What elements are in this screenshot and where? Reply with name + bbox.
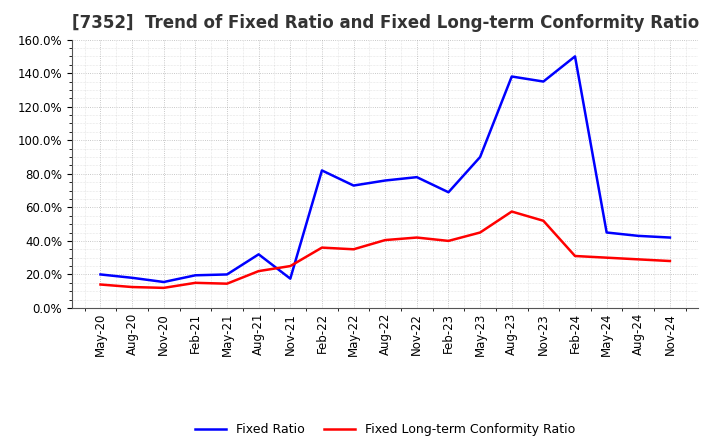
Fixed Long-term Conformity Ratio [159,285,168,290]
Fixed Long-term Conformity Ratio [634,257,643,262]
Fixed Long-term Conformity Ratio [286,264,294,269]
Fixed Long-term Conformity Ratio [476,230,485,235]
Fixed Ratio [413,175,421,180]
Fixed Ratio [634,233,643,238]
Fixed Ratio [476,154,485,160]
Fixed Long-term Conformity Ratio [127,284,136,290]
Line: Fixed Ratio: Fixed Ratio [101,56,670,282]
Fixed Long-term Conformity Ratio [96,282,105,287]
Fixed Ratio [254,252,263,257]
Fixed Ratio [127,275,136,280]
Fixed Ratio [665,235,674,240]
Fixed Long-term Conformity Ratio [603,255,611,260]
Fixed Long-term Conformity Ratio [222,281,231,286]
Fixed Ratio [603,230,611,235]
Fixed Ratio [349,183,358,188]
Fixed Ratio [539,79,548,84]
Fixed Long-term Conformity Ratio [665,258,674,264]
Fixed Long-term Conformity Ratio [413,235,421,240]
Fixed Long-term Conformity Ratio [191,280,199,286]
Fixed Long-term Conformity Ratio [349,247,358,252]
Fixed Long-term Conformity Ratio [254,268,263,274]
Fixed Ratio [191,273,199,278]
Fixed Ratio [222,272,231,277]
Title: [7352]  Trend of Fixed Ratio and Fixed Long-term Conformity Ratio: [7352] Trend of Fixed Ratio and Fixed Lo… [71,15,699,33]
Fixed Ratio [508,74,516,79]
Fixed Long-term Conformity Ratio [571,253,580,259]
Fixed Ratio [571,54,580,59]
Fixed Long-term Conformity Ratio [381,238,390,243]
Legend: Fixed Ratio, Fixed Long-term Conformity Ratio: Fixed Ratio, Fixed Long-term Conformity … [190,418,580,440]
Line: Fixed Long-term Conformity Ratio: Fixed Long-term Conformity Ratio [101,212,670,288]
Fixed Ratio [318,168,326,173]
Fixed Ratio [159,279,168,285]
Fixed Long-term Conformity Ratio [508,209,516,214]
Fixed Ratio [286,276,294,281]
Fixed Ratio [96,272,105,277]
Fixed Long-term Conformity Ratio [444,238,453,244]
Fixed Long-term Conformity Ratio [539,218,548,224]
Fixed Long-term Conformity Ratio [318,245,326,250]
Fixed Ratio [444,190,453,195]
Fixed Ratio [381,178,390,183]
